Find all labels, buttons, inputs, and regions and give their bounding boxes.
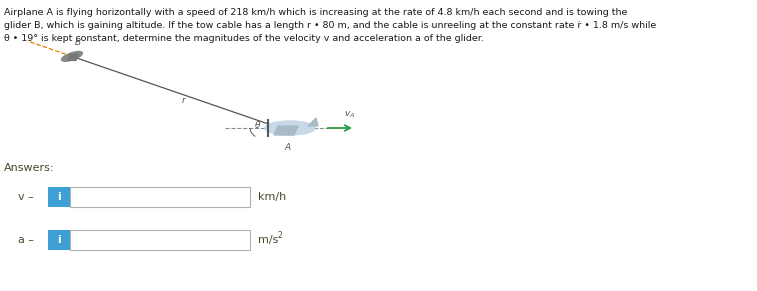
Text: $v_A$: $v_A$ — [344, 109, 356, 120]
Text: θ • 19° is kept constant, determine the magnitudes of the velocity v and acceler: θ • 19° is kept constant, determine the … — [4, 34, 484, 43]
Text: a –: a – — [18, 235, 34, 245]
Text: km/h: km/h — [258, 192, 286, 202]
Text: Airplane A is flying horizontally with a speed of 218 km/h which is increasing a: Airplane A is flying horizontally with a… — [4, 8, 628, 17]
Text: i: i — [57, 235, 61, 245]
FancyBboxPatch shape — [70, 230, 250, 250]
Text: i: i — [57, 192, 61, 202]
Ellipse shape — [61, 52, 83, 61]
Text: v –: v – — [18, 192, 34, 202]
Polygon shape — [68, 54, 78, 60]
Text: m/s: m/s — [258, 235, 279, 245]
Text: glider B, which is gaining altitude. If the tow cable has a length r • 80 m, and: glider B, which is gaining altitude. If … — [4, 21, 656, 30]
Text: Answers:: Answers: — [4, 163, 55, 173]
Text: $\theta$: $\theta$ — [254, 118, 262, 129]
Text: B: B — [75, 38, 81, 47]
Polygon shape — [308, 118, 318, 126]
FancyBboxPatch shape — [70, 187, 250, 207]
Polygon shape — [274, 126, 298, 135]
FancyBboxPatch shape — [48, 187, 70, 207]
Text: A: A — [285, 143, 291, 152]
Ellipse shape — [265, 121, 315, 135]
Text: r: r — [182, 96, 186, 105]
Text: 2: 2 — [277, 230, 282, 239]
FancyBboxPatch shape — [48, 230, 70, 250]
Ellipse shape — [268, 124, 280, 132]
